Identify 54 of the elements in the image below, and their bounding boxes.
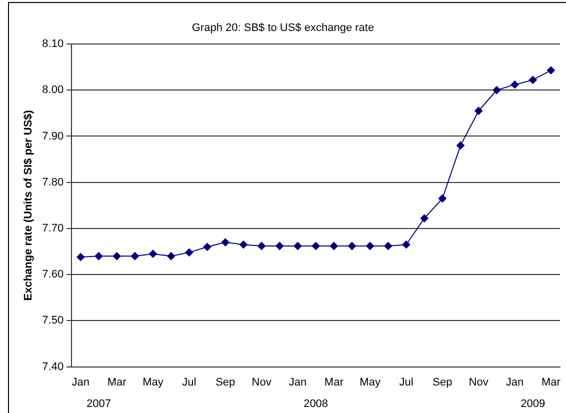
x-tick-label: Sep bbox=[432, 376, 452, 388]
text: 2008 bbox=[304, 398, 328, 410]
x-tick-label: Jul bbox=[182, 376, 196, 388]
point bbox=[94, 252, 103, 260]
point bbox=[167, 252, 176, 260]
x-tick-label: Sep bbox=[216, 376, 236, 388]
chart-title: Graph 20: SB$ to US$ exchange rate bbox=[190, 22, 376, 34]
y-tick-label: 7.50 bbox=[42, 314, 64, 327]
point bbox=[112, 252, 121, 260]
point bbox=[330, 242, 338, 250]
point bbox=[474, 106, 483, 115]
text: 2009 bbox=[520, 398, 546, 410]
x-tick-label: Mar bbox=[324, 376, 344, 388]
y-tick-label: 8.10 bbox=[42, 38, 64, 50]
point bbox=[276, 242, 284, 250]
text: 2007 bbox=[86, 398, 111, 410]
point bbox=[76, 253, 85, 262]
x-tick-label: Mar bbox=[541, 376, 561, 388]
x-tick-label: Jan bbox=[506, 376, 524, 388]
point bbox=[456, 141, 465, 150]
x-tick-label: May bbox=[360, 376, 381, 388]
point bbox=[510, 80, 519, 89]
x-tick-label: Jan bbox=[72, 376, 90, 388]
x-tick-label: Nov bbox=[252, 376, 272, 388]
y-tick-label: 7.60 bbox=[42, 268, 64, 281]
point bbox=[185, 248, 194, 256]
y-tick-label: 7.90 bbox=[42, 130, 64, 142]
x-tick-label: Jan bbox=[288, 376, 307, 388]
x-tick-label: Nov bbox=[468, 376, 489, 388]
point bbox=[402, 240, 410, 249]
y-tick-label: 7.40 bbox=[42, 360, 64, 373]
point bbox=[312, 242, 320, 250]
point bbox=[258, 242, 266, 250]
point bbox=[438, 194, 446, 202]
point bbox=[130, 252, 139, 260]
point bbox=[546, 66, 555, 74]
point bbox=[384, 242, 392, 250]
point bbox=[348, 242, 356, 250]
point bbox=[149, 250, 158, 258]
point bbox=[420, 214, 428, 222]
point bbox=[203, 242, 212, 251]
y-tick-label: 7.70 bbox=[42, 222, 64, 234]
x-tick-label: May bbox=[142, 376, 164, 388]
y-tick-label: 7.80 bbox=[42, 176, 64, 188]
point bbox=[294, 242, 302, 250]
point bbox=[221, 238, 230, 246]
x-tick-label: Jul bbox=[399, 376, 414, 388]
point bbox=[528, 76, 537, 84]
y-axis-title: Exchange rate (Units of SI$ per US$) bbox=[22, 110, 35, 301]
y-tick-label: 8.00 bbox=[42, 84, 64, 96]
point bbox=[492, 86, 501, 94]
point bbox=[239, 240, 248, 249]
x-tick-label: Mar bbox=[107, 376, 127, 388]
point bbox=[366, 242, 374, 250]
